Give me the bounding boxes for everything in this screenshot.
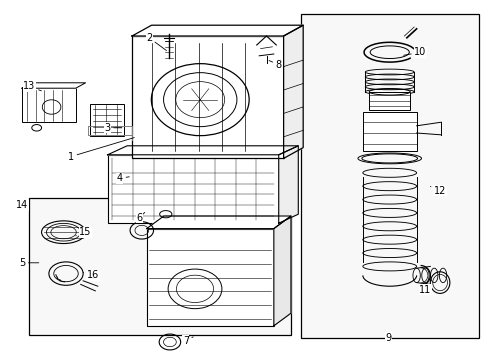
Text: 16: 16	[83, 270, 99, 280]
Polygon shape	[22, 83, 85, 88]
Polygon shape	[146, 216, 290, 229]
Polygon shape	[278, 146, 298, 223]
Bar	[90, 104, 123, 136]
Text: 7: 7	[183, 336, 193, 346]
Polygon shape	[132, 25, 303, 36]
Text: 8: 8	[268, 60, 281, 70]
Text: 12: 12	[429, 186, 446, 196]
Polygon shape	[273, 216, 290, 326]
Text: 1: 1	[68, 138, 134, 162]
Bar	[146, 229, 273, 326]
Text: 3: 3	[104, 123, 122, 133]
Polygon shape	[107, 146, 298, 155]
Bar	[132, 36, 283, 158]
Text: 10: 10	[403, 47, 426, 57]
Text: 9: 9	[385, 333, 391, 343]
Text: 15: 15	[76, 227, 92, 237]
Text: 11: 11	[418, 285, 431, 295]
Text: 5: 5	[19, 258, 39, 268]
Bar	[368, 92, 409, 110]
Polygon shape	[283, 25, 303, 158]
Text: 4: 4	[117, 173, 129, 183]
Bar	[29, 198, 290, 335]
Bar	[362, 112, 416, 151]
Bar	[22, 88, 76, 122]
Text: 13: 13	[23, 81, 41, 91]
Bar	[300, 14, 478, 338]
Bar	[107, 155, 278, 223]
Text: 6: 6	[136, 212, 144, 223]
Text: 2: 2	[146, 33, 166, 50]
Text: 14: 14	[16, 200, 28, 210]
